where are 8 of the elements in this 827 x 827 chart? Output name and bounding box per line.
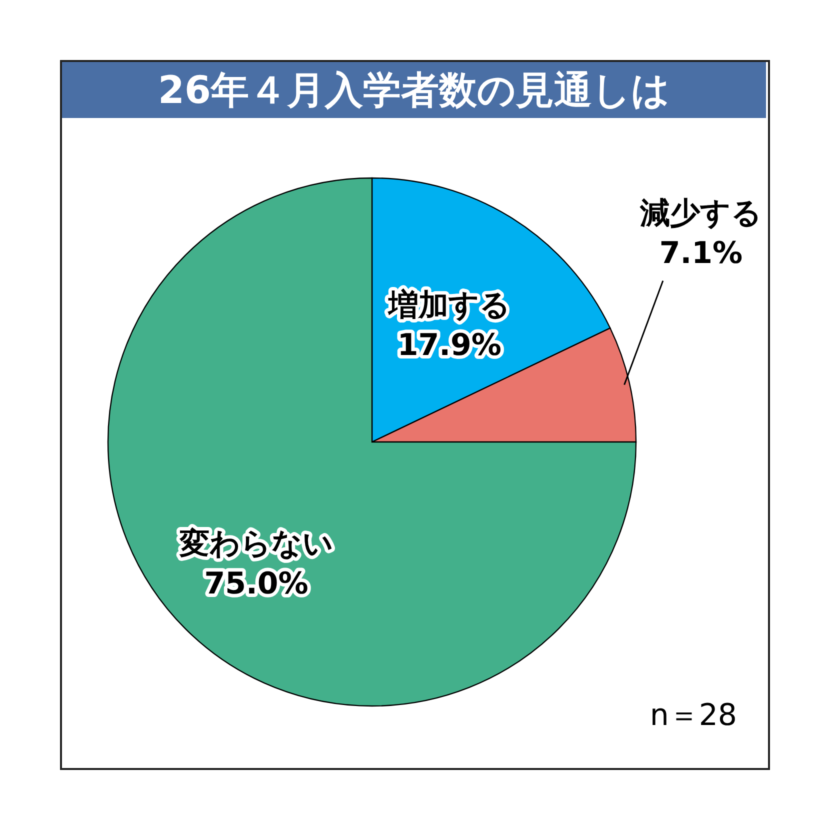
text: n＝28 bbox=[650, 697, 737, 735]
slice-label: 減少する bbox=[638, 196, 762, 231]
slice-label: 増加する bbox=[387, 288, 510, 324]
data-label: 7.1% bbox=[659, 236, 743, 271]
data-label: 75.0% bbox=[204, 566, 308, 602]
chart-title: 26年４月入学者数の見通しは bbox=[62, 62, 766, 118]
data-label: 17.9% bbox=[397, 328, 502, 364]
slice-label: 変わらない bbox=[178, 526, 334, 562]
